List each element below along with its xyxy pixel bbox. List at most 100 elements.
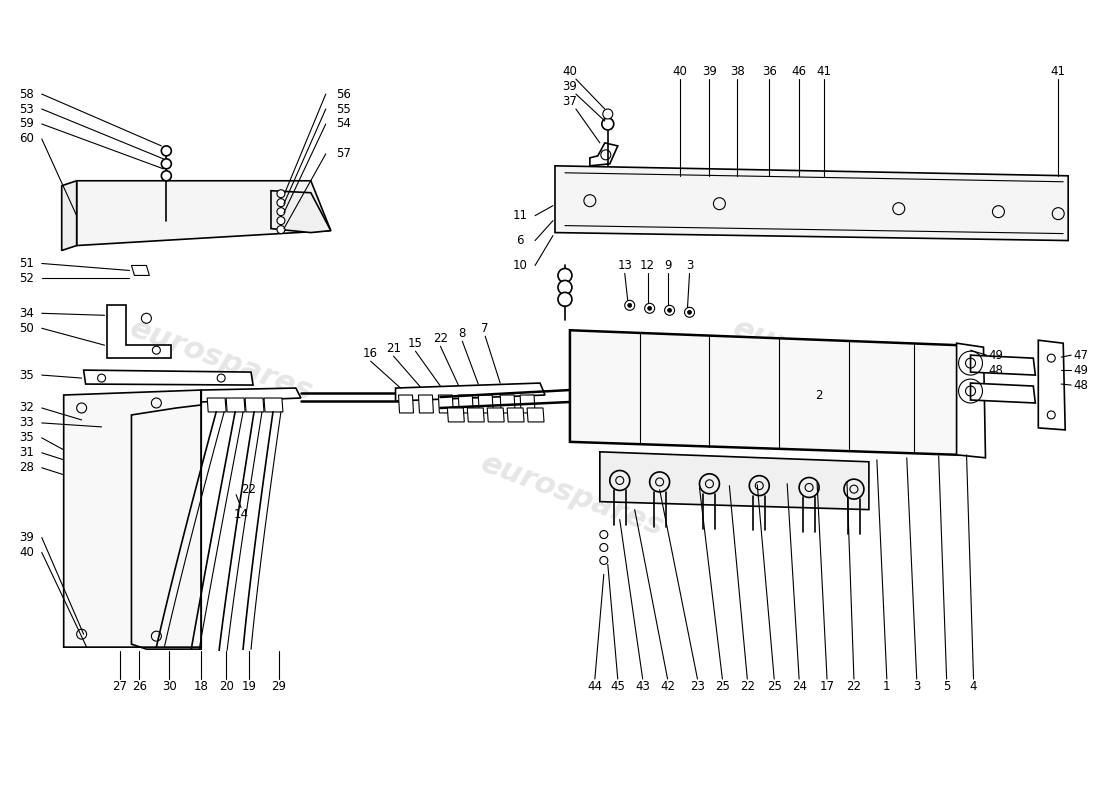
Polygon shape (500, 395, 515, 413)
Text: 59: 59 (19, 118, 34, 130)
Circle shape (558, 269, 572, 282)
Text: 20: 20 (219, 681, 233, 694)
Text: 49: 49 (1074, 364, 1088, 377)
Polygon shape (527, 408, 544, 422)
Text: 22: 22 (846, 681, 861, 694)
Circle shape (277, 190, 285, 198)
Circle shape (162, 170, 172, 181)
Text: 60: 60 (19, 133, 34, 146)
Circle shape (162, 146, 172, 156)
Text: 47: 47 (1074, 349, 1088, 362)
Text: 50: 50 (19, 322, 34, 334)
Text: 32: 32 (19, 402, 34, 414)
Text: 22: 22 (242, 483, 256, 496)
Text: 48: 48 (989, 364, 1003, 377)
Text: 39: 39 (702, 65, 717, 78)
Circle shape (648, 306, 651, 310)
Text: 17: 17 (820, 681, 835, 694)
Text: 46: 46 (792, 65, 806, 78)
Circle shape (628, 303, 631, 307)
Text: 15: 15 (408, 337, 422, 350)
Text: 40: 40 (19, 546, 34, 559)
Text: 5: 5 (943, 681, 950, 694)
Text: 10: 10 (513, 259, 528, 272)
Text: 58: 58 (19, 87, 34, 101)
Text: 57: 57 (336, 147, 351, 160)
Polygon shape (1038, 340, 1065, 430)
Text: 40: 40 (562, 65, 578, 78)
Polygon shape (107, 306, 172, 358)
Text: 34: 34 (19, 307, 34, 320)
Polygon shape (459, 395, 473, 413)
Text: 36: 36 (762, 65, 777, 78)
Text: 55: 55 (336, 102, 351, 115)
Text: 39: 39 (19, 531, 34, 544)
Polygon shape (271, 190, 331, 233)
Circle shape (602, 118, 614, 130)
Text: eurospares: eurospares (476, 449, 668, 542)
Text: 16: 16 (363, 346, 378, 360)
Polygon shape (227, 398, 245, 412)
Polygon shape (264, 398, 283, 412)
Polygon shape (132, 266, 150, 275)
Text: 7: 7 (482, 322, 490, 334)
Text: 19: 19 (242, 681, 256, 694)
Text: 3: 3 (913, 681, 921, 694)
Polygon shape (84, 370, 253, 385)
Polygon shape (77, 181, 331, 246)
Text: 56: 56 (336, 87, 351, 101)
Text: 52: 52 (19, 272, 34, 285)
Polygon shape (487, 408, 504, 422)
Text: 31: 31 (19, 446, 34, 459)
Circle shape (277, 208, 285, 216)
Text: 9: 9 (663, 259, 671, 272)
Text: 8: 8 (459, 326, 466, 340)
Text: 30: 30 (162, 681, 177, 694)
Polygon shape (207, 398, 227, 412)
Polygon shape (396, 383, 544, 401)
Text: 53: 53 (19, 102, 34, 115)
Circle shape (603, 109, 613, 119)
Text: 18: 18 (194, 681, 209, 694)
Text: 54: 54 (336, 118, 351, 130)
Text: 2: 2 (815, 389, 823, 402)
Circle shape (688, 310, 692, 314)
Text: 12: 12 (640, 259, 656, 272)
Circle shape (277, 217, 285, 225)
Polygon shape (418, 395, 433, 413)
Text: 45: 45 (610, 681, 625, 694)
Polygon shape (570, 330, 958, 455)
Text: 48: 48 (1074, 378, 1088, 391)
Text: 49: 49 (989, 349, 1003, 362)
Polygon shape (970, 383, 1035, 403)
Text: 22: 22 (740, 681, 755, 694)
Polygon shape (600, 452, 869, 510)
Text: 21: 21 (386, 342, 402, 354)
Text: 25: 25 (767, 681, 782, 694)
Text: 14: 14 (233, 508, 249, 521)
Polygon shape (62, 181, 77, 250)
Polygon shape (245, 398, 264, 412)
Text: 3: 3 (685, 259, 693, 272)
Text: 44: 44 (587, 681, 603, 694)
Text: 1: 1 (883, 681, 891, 694)
Text: 38: 38 (730, 65, 745, 78)
Circle shape (558, 281, 572, 294)
Text: 13: 13 (617, 259, 632, 272)
Text: 33: 33 (19, 417, 34, 430)
Text: 51: 51 (19, 257, 34, 270)
Text: 41: 41 (1050, 65, 1066, 78)
Polygon shape (64, 390, 201, 647)
Text: 29: 29 (272, 681, 286, 694)
Text: 22: 22 (433, 332, 448, 345)
Polygon shape (970, 355, 1035, 375)
Polygon shape (468, 408, 484, 422)
Text: eurospares: eurospares (125, 314, 317, 406)
Text: 28: 28 (19, 462, 34, 474)
Text: 27: 27 (112, 681, 126, 694)
Circle shape (558, 292, 572, 306)
Text: eurospares: eurospares (728, 314, 920, 406)
Text: 25: 25 (715, 681, 729, 694)
Text: 37: 37 (562, 94, 578, 107)
Circle shape (277, 198, 285, 206)
